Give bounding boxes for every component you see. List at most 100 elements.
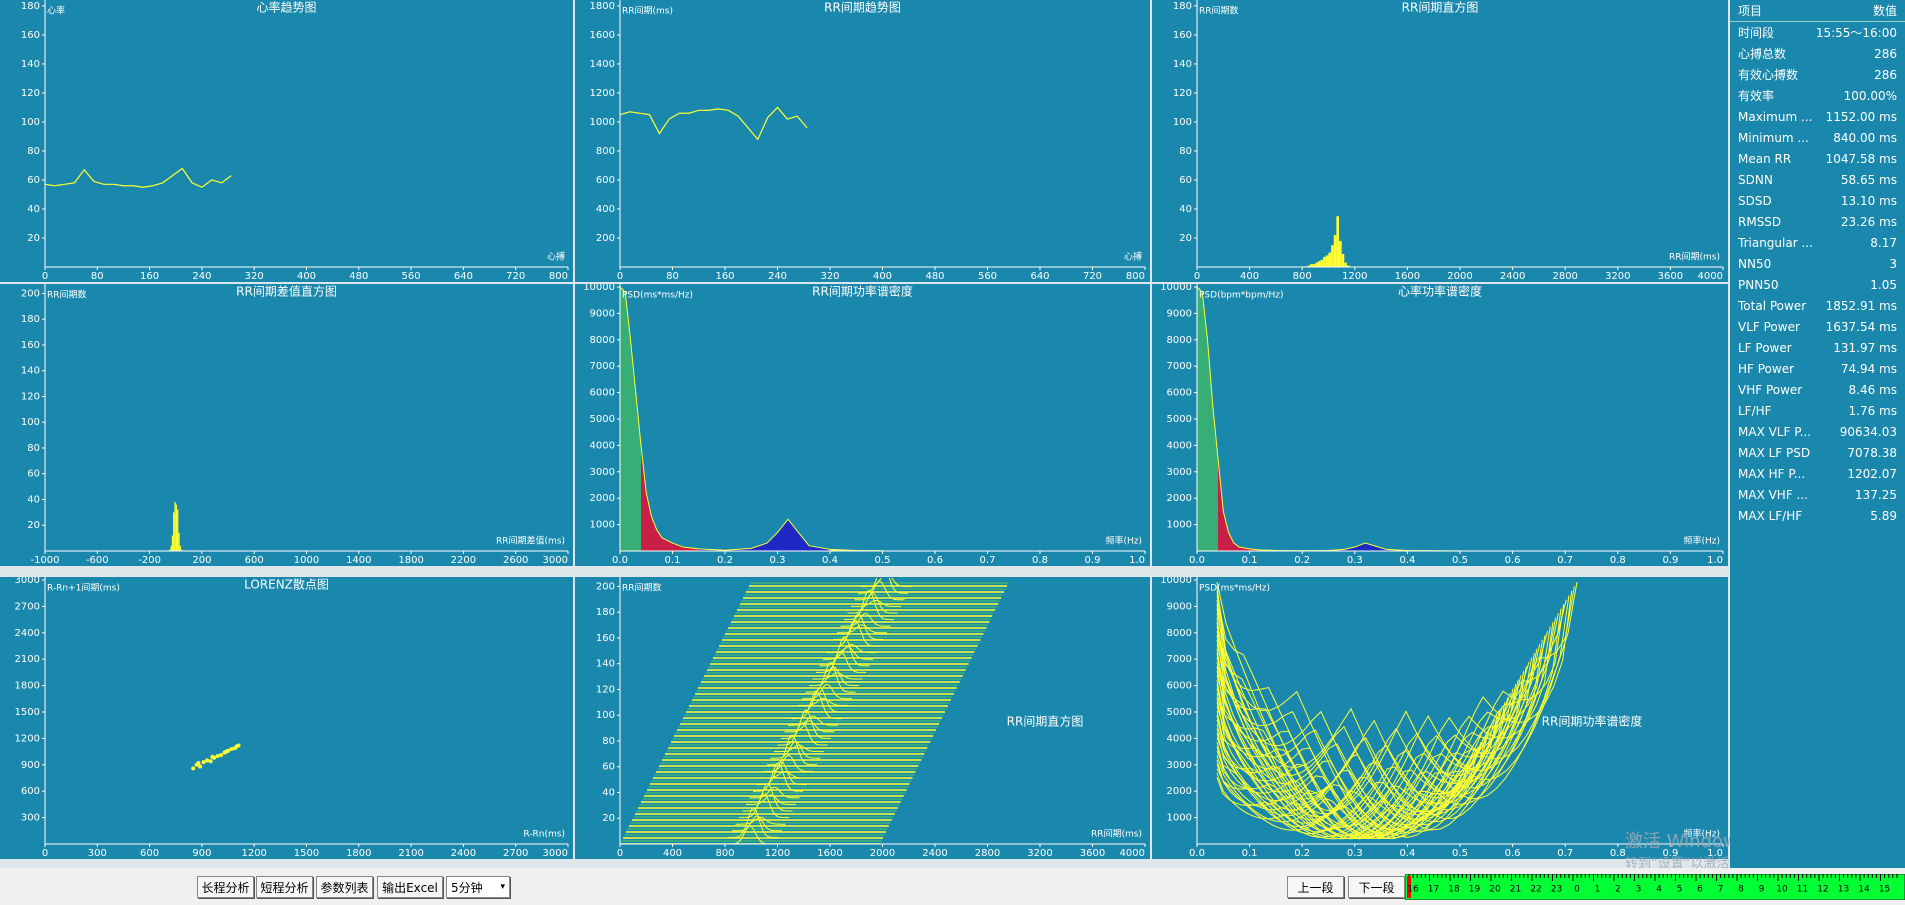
x-tick-label: 0.8 [1610, 555, 1626, 566]
scatter-point [215, 754, 220, 758]
waterfall-curve [1216, 617, 1557, 832]
x-tick-label: 0.9 [1085, 555, 1101, 566]
panel: 20 40 60 80 100 120 140 160 180 0 80 160 240 320 400 48… [0, 0, 573, 282]
table-cell: Minimum ... [1738, 130, 1809, 145]
waterfall-curve [1216, 657, 1533, 830]
y-tick-label: 7000 [590, 361, 615, 372]
y-tick-label: 160 [21, 30, 40, 41]
y-tick-label: 2100 [15, 654, 40, 665]
table-cell: LF/HF [1738, 403, 1772, 418]
table-cell: Total Power [1738, 298, 1807, 313]
panel: 20 40 60 80 100 120 140 160 180 0 400 800 1200 1600 20… [1152, 0, 1728, 282]
x-tick-label: 480 [349, 271, 368, 282]
x-tick-label: 1.0 [1707, 555, 1723, 566]
y-tick-label: 120 [21, 391, 40, 402]
table-cell: 时间段 [1738, 26, 1775, 40]
x-tick-label: 0.0 [1189, 555, 1205, 566]
x-tick-label: 600 [245, 555, 264, 566]
x-tick-label: 800 [1293, 271, 1312, 282]
waterfall-peak [801, 684, 853, 700]
table-cell: 1047.58 ms [1825, 151, 1897, 166]
table-row: 有效心搏数 286 [1730, 64, 1905, 85]
x-tick-label: 3200 [1605, 271, 1630, 282]
table-row: RMSSD 23.26 ms [1730, 211, 1905, 232]
timeline-label: 14 [1858, 885, 1870, 895]
timeline-label: 9 [1759, 885, 1765, 895]
waterfall-peak [770, 741, 821, 759]
timeline-label: 7 [1718, 885, 1724, 895]
waterfall-curve [1216, 595, 1570, 827]
y-tick-label: 2000 [1167, 786, 1192, 797]
x-tick-label: 320 [820, 271, 839, 282]
x-tick-label: 0.1 [1242, 555, 1258, 566]
y-tick-label: 1000 [1167, 520, 1192, 531]
plot [191, 743, 241, 771]
hist-bar [1336, 216, 1340, 267]
waterfall-curve [1216, 755, 1474, 834]
y-tick-label: 7000 [1167, 361, 1192, 372]
button[interactable]: 参数列表 [316, 876, 373, 898]
x-tick-label: 0.5 [1452, 555, 1468, 566]
waterfall-peak [805, 662, 856, 693]
waterfall-curve [1216, 706, 1503, 824]
x-tick-label: 720 [1083, 271, 1102, 282]
hist-bar [1320, 259, 1324, 267]
waterfall-peak [763, 754, 814, 772]
table-row: LF/HF 1.76 ms [1730, 400, 1905, 421]
trend-line [620, 106, 808, 141]
x-axis-label: 频率(Hz) [1105, 535, 1142, 547]
y-axis-label: PSD(bpm*bpm/Hz) [1199, 291, 1284, 301]
waterfall-peak [822, 646, 874, 660]
x-tick-label: 0.5 [875, 555, 891, 566]
button[interactable]: 上一段 [1287, 876, 1344, 898]
x-tick-label: 560 [978, 271, 997, 282]
y-tick-label: 900 [21, 760, 40, 771]
waterfall-peak [773, 744, 825, 753]
y-tick-label: 1800 [15, 681, 40, 692]
waterfall-peak [840, 613, 891, 627]
timeline-label: 11 [1797, 885, 1808, 895]
table-cell: LF Power [1738, 340, 1792, 355]
button[interactable]: 输出Excel [377, 876, 443, 898]
panel-bg [575, 284, 1150, 566]
x-tick-label: 1200 [765, 848, 790, 859]
table-row: MAX VHF ... 137.25 [1730, 484, 1905, 505]
hist-bar [1310, 264, 1313, 267]
x-tick-label: 1800 [398, 555, 423, 566]
x-axis-label: RR间期差值(ms) [496, 535, 565, 547]
table-row: LF Power 131.97 ms [1730, 337, 1905, 358]
waterfall-peak [735, 816, 786, 825]
select[interactable]: 5分钟 ▾ [446, 876, 510, 898]
button[interactable]: 长程分析 [197, 876, 254, 898]
waterfall-peak [798, 697, 849, 706]
y-tick-label: 4000 [590, 440, 615, 451]
waterfall-peak [745, 794, 797, 805]
x-tick-label: 0.4 [1399, 555, 1415, 566]
x-tick-label: -600 [86, 555, 109, 566]
table-cell: MAX LF PSD [1738, 445, 1811, 460]
y-tick-label: 20 [602, 813, 615, 824]
scatter-point [196, 761, 201, 766]
button[interactable]: 短程分析 [256, 876, 313, 898]
scatter-point [198, 764, 203, 769]
y-tick-label: 1200 [590, 88, 615, 99]
button[interactable]: 下一段 [1348, 876, 1405, 898]
timeline[interactable]: 16 17 18 19 20 21 22 23 0 1 2 3 4 5 6 7 8 9 10 11 12 13 14 15 [1405, 874, 1905, 900]
x-tick-label: 4000 [1698, 271, 1723, 282]
table-cell: 90634.03 [1839, 424, 1897, 439]
y-tick-label: 80 [27, 146, 40, 157]
y-tick-label: 400 [596, 204, 615, 215]
x-tick-label: 0.8 [1610, 848, 1626, 859]
x-tick-label: 800 [549, 271, 568, 282]
x-tick-label: 2400 [451, 848, 476, 859]
x-tick-label: 2000 [1447, 271, 1472, 282]
plot [620, 578, 1009, 844]
x-tick-label: 0.3 [1347, 848, 1363, 859]
in-plot-title: RR间期功率谱密度 [1542, 714, 1643, 729]
psd-band [620, 287, 641, 551]
x-tick-label: 3000 [543, 848, 568, 859]
x-axis-label: R-Rn(ms) [523, 830, 565, 840]
x-tick-label: 0.9 [1662, 848, 1678, 859]
table-cell: MAX HF P... [1738, 466, 1806, 481]
